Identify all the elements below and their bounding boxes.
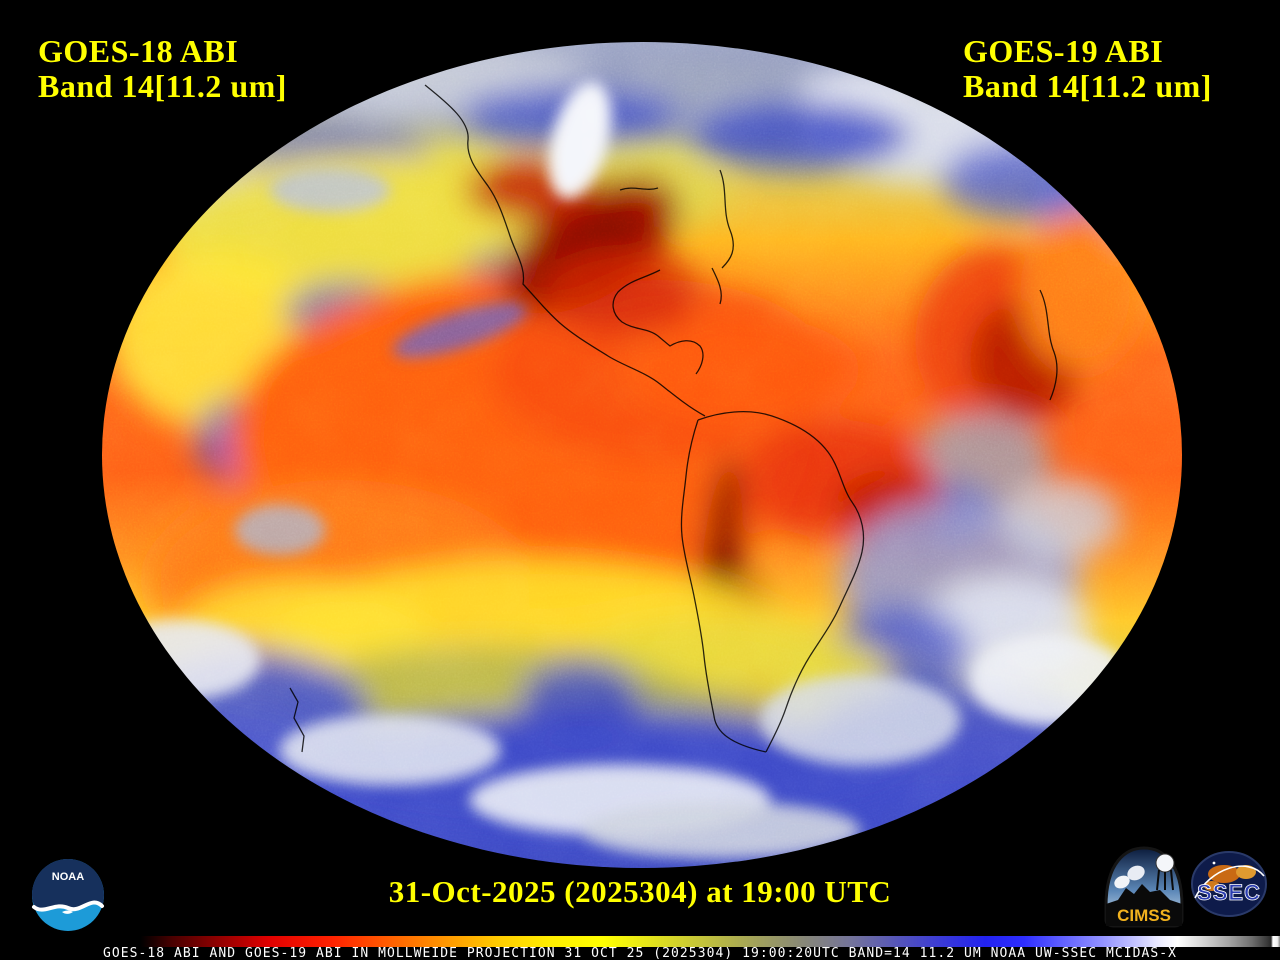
noaa-logo: NOAA [32,859,104,931]
ssec-logo-text: SSEC [1197,880,1261,905]
goes18-band: Band 14[11.2 um] [38,68,287,104]
goes19-title: GOES-19 ABI [963,33,1164,69]
goes18-label: GOES-18 ABI Band 14[11.2 um] [38,34,287,104]
noaa-logo-text: NOAA [52,871,84,883]
grain-texture [102,42,1182,868]
status-bar: GOES-18 ABI AND GOES-19 ABI IN MOLLWEIDE… [0,936,1280,960]
cimss-logo-text: CIMSS [1117,906,1171,925]
ir-colorbar [0,936,1280,947]
cimss-logo: CIMSS [1104,846,1184,928]
goes18-title: GOES-18 ABI [38,33,239,69]
mollweide-globe-image [102,42,1182,868]
goes19-label: GOES-19 ABI Band 14[11.2 um] [963,34,1212,104]
timestamp-label: 31-Oct-2025 (2025304) at 19:00 UTC [388,874,892,909]
ssec-logo: SSEC [1191,851,1267,917]
goes19-band: Band 14[11.2 um] [963,68,1212,104]
status-line-text: GOES-18 ABI AND GOES-19 ABI IN MOLLWEIDE… [102,946,1178,960]
